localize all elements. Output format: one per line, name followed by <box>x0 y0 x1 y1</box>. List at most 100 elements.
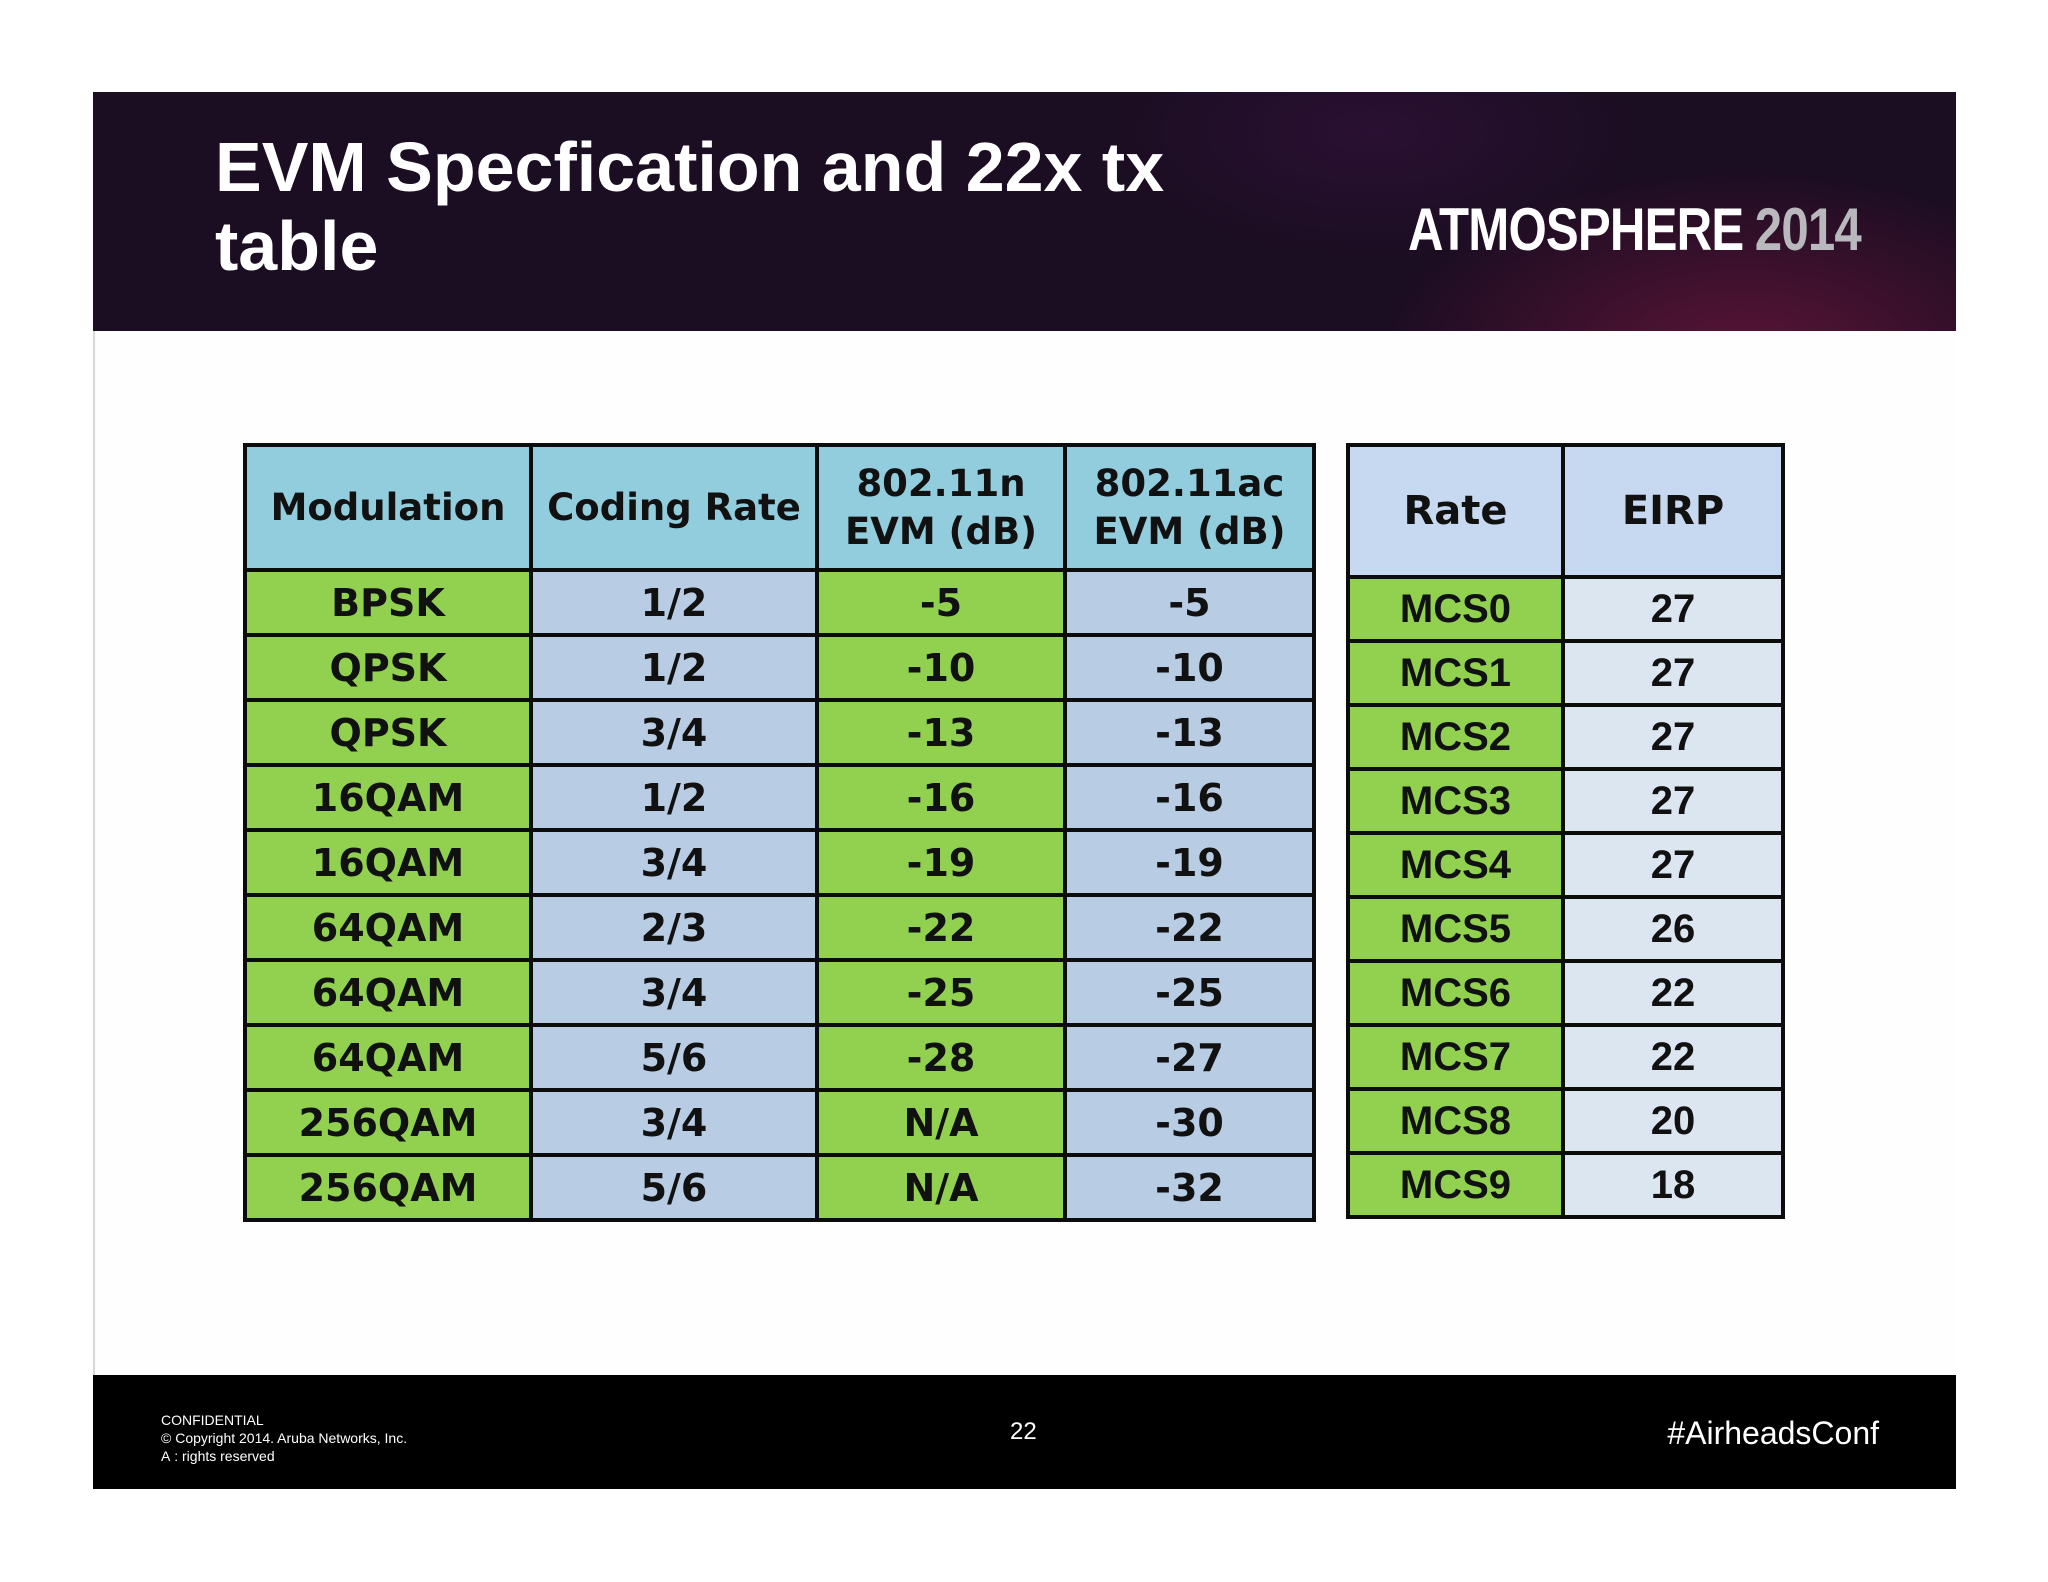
evm-11n-cell: -16 <box>815 763 1067 832</box>
evm-11ac-cell: -13 <box>1063 698 1316 767</box>
rate-cell: MCS6 <box>1346 959 1565 1027</box>
modulation-cell: BPSK <box>243 568 533 637</box>
eirp-cell: 27 <box>1561 831 1785 899</box>
eirp-table-row: MCS7 22 <box>1346 1023 1785 1091</box>
footer-legal-text: CONFIDENTIAL © Copyright 2014. Aruba Net… <box>161 1411 407 1465</box>
eirp-cell: 26 <box>1561 895 1785 963</box>
evm-table-row: 64QAM 2/3 -22 -22 <box>243 893 1316 962</box>
evm-11n-cell: -19 <box>815 828 1067 897</box>
evm-11ac-cell: -27 <box>1063 1023 1316 1092</box>
rate-cell: MCS4 <box>1346 831 1565 899</box>
evm-11ac-cell: -22 <box>1063 893 1316 962</box>
evm-table-body: BPSK 1/2 -5 -5 QPSK 1/2 -10 -10 QPSK 3/4 -13 -13 16Q… <box>243 568 1316 1222</box>
evm-table-row: 16QAM 1/2 -16 -16 <box>243 763 1316 832</box>
modulation-cell: 64QAM <box>243 958 533 1027</box>
coding-rate-cell: 3/4 <box>529 828 819 897</box>
header-eirp: EIRP <box>1561 443 1785 579</box>
modulation-cell: 16QAM <box>243 828 533 897</box>
eirp-cell: 27 <box>1561 767 1785 835</box>
evm-table-row: 256QAM 3/4 N/A -30 <box>243 1088 1316 1157</box>
evm-11ac-cell: -16 <box>1063 763 1316 832</box>
modulation-cell: 256QAM <box>243 1088 533 1157</box>
evm-table-row: 64QAM 5/6 -28 -27 <box>243 1023 1316 1092</box>
copyright-notice: © Copyright 2014. Aruba Networks, Inc. <box>161 1430 408 1446</box>
coding-rate-cell: 2/3 <box>529 893 819 962</box>
coding-rate-cell: 1/2 <box>529 633 819 702</box>
atmosphere-logo: ATMOSPHERE 2014 <box>1408 190 1862 270</box>
eirp-table-row: MCS8 20 <box>1346 1087 1785 1155</box>
evm-table-row: 16QAM 3/4 -19 -19 <box>243 828 1316 897</box>
evm-11ac-cell: -10 <box>1063 633 1316 702</box>
eirp-table-row: MCS1 27 <box>1346 639 1785 707</box>
evm-11n-cell: -13 <box>815 698 1067 767</box>
header-evm-11ac: 802.11ac EVM (dB) <box>1063 443 1316 572</box>
evm-11n-cell: N/A <box>815 1153 1067 1222</box>
header-modulation: Modulation <box>243 443 533 572</box>
eirp-table-header-row: Rate EIRP <box>1346 443 1785 579</box>
slide: EVM Specfication and 22x tx table ATMOSP… <box>93 92 1956 1489</box>
eirp-table-row: MCS9 18 <box>1346 1151 1785 1219</box>
eirp-cell: 27 <box>1561 639 1785 707</box>
header-rate: Rate <box>1346 443 1565 579</box>
evm-table-row: BPSK 1/2 -5 -5 <box>243 568 1316 637</box>
evm-11ac-cell: -30 <box>1063 1088 1316 1157</box>
eirp-cell: 22 <box>1561 959 1785 1027</box>
rights-notice: A : rights reserved <box>161 1448 275 1464</box>
rate-cell: MCS8 <box>1346 1087 1565 1155</box>
eirp-cell: 18 <box>1561 1151 1785 1219</box>
eirp-cell: 27 <box>1561 703 1785 771</box>
modulation-cell: 256QAM <box>243 1153 533 1222</box>
footer-bar: CONFIDENTIAL © Copyright 2014. Aruba Net… <box>93 1375 1956 1489</box>
brand-name: ATMOSPHERE <box>1408 196 1744 263</box>
eirp-cell: 27 <box>1561 575 1785 643</box>
rate-cell: MCS3 <box>1346 767 1565 835</box>
eirp-table-row: MCS0 27 <box>1346 575 1785 643</box>
eirp-table: Rate EIRP MCS0 27 MCS1 27 MCS2 27 MCS3 27 MCS4 27… <box>1346 443 1785 1219</box>
eirp-table-row: MCS4 27 <box>1346 831 1785 899</box>
rate-cell: MCS7 <box>1346 1023 1565 1091</box>
evm-table-header-row: Modulation Coding Rate 802.11n EVM (dB) … <box>243 443 1316 572</box>
evm-table-row: QPSK 3/4 -13 -13 <box>243 698 1316 767</box>
evm-11ac-cell: -32 <box>1063 1153 1316 1222</box>
coding-rate-cell: 5/6 <box>529 1023 819 1092</box>
header-coding-rate: Coding Rate <box>529 443 819 572</box>
slide-title: EVM Specfication and 22x tx table <box>215 128 1165 285</box>
coding-rate-cell: 3/4 <box>529 698 819 767</box>
rate-cell: MCS1 <box>1346 639 1565 707</box>
evm-11n-cell: -25 <box>815 958 1067 1027</box>
eirp-table-row: MCS3 27 <box>1346 767 1785 835</box>
rate-cell: MCS9 <box>1346 1151 1565 1219</box>
coding-rate-cell: 3/4 <box>529 1088 819 1157</box>
eirp-table-row: MCS2 27 <box>1346 703 1785 771</box>
evm-11n-cell: N/A <box>815 1088 1067 1157</box>
modulation-cell: QPSK <box>243 698 533 767</box>
coding-rate-cell: 5/6 <box>529 1153 819 1222</box>
eirp-table-body: MCS0 27 MCS1 27 MCS2 27 MCS3 27 MCS4 27 MCS5 26 MCS6… <box>1346 575 1785 1219</box>
evm-11ac-cell: -25 <box>1063 958 1316 1027</box>
evm-11n-cell: -22 <box>815 893 1067 962</box>
header-bar: EVM Specfication and 22x tx table ATMOSP… <box>93 92 1956 331</box>
rate-cell: MCS0 <box>1346 575 1565 643</box>
modulation-cell: 64QAM <box>243 1023 533 1092</box>
coding-rate-cell: 3/4 <box>529 958 819 1027</box>
coding-rate-cell: 1/2 <box>529 568 819 637</box>
modulation-cell: QPSK <box>243 633 533 702</box>
eirp-table-row: MCS5 26 <box>1346 895 1785 963</box>
evm-spec-table: Modulation Coding Rate 802.11n EVM (dB) … <box>243 443 1316 1222</box>
evm-table-row: 256QAM 5/6 N/A -32 <box>243 1153 1316 1222</box>
evm-11n-cell: -5 <box>815 568 1067 637</box>
rate-cell: MCS2 <box>1346 703 1565 771</box>
header-evm-11n: 802.11n EVM (dB) <box>815 443 1067 572</box>
evm-11ac-cell: -5 <box>1063 568 1316 637</box>
eirp-cell: 22 <box>1561 1023 1785 1091</box>
page-number: 22 <box>1010 1418 1037 1445</box>
evm-table-row: 64QAM 3/4 -25 -25 <box>243 958 1316 1027</box>
eirp-table-row: MCS6 22 <box>1346 959 1785 1027</box>
confidential-label: CONFIDENTIAL <box>161 1412 264 1428</box>
eirp-cell: 20 <box>1561 1087 1785 1155</box>
coding-rate-cell: 1/2 <box>529 763 819 832</box>
evm-11n-cell: -28 <box>815 1023 1067 1092</box>
brand-year: 2014 <box>1754 196 1862 263</box>
hashtag: #AirheadsConf <box>1667 1415 1879 1451</box>
modulation-cell: 64QAM <box>243 893 533 962</box>
